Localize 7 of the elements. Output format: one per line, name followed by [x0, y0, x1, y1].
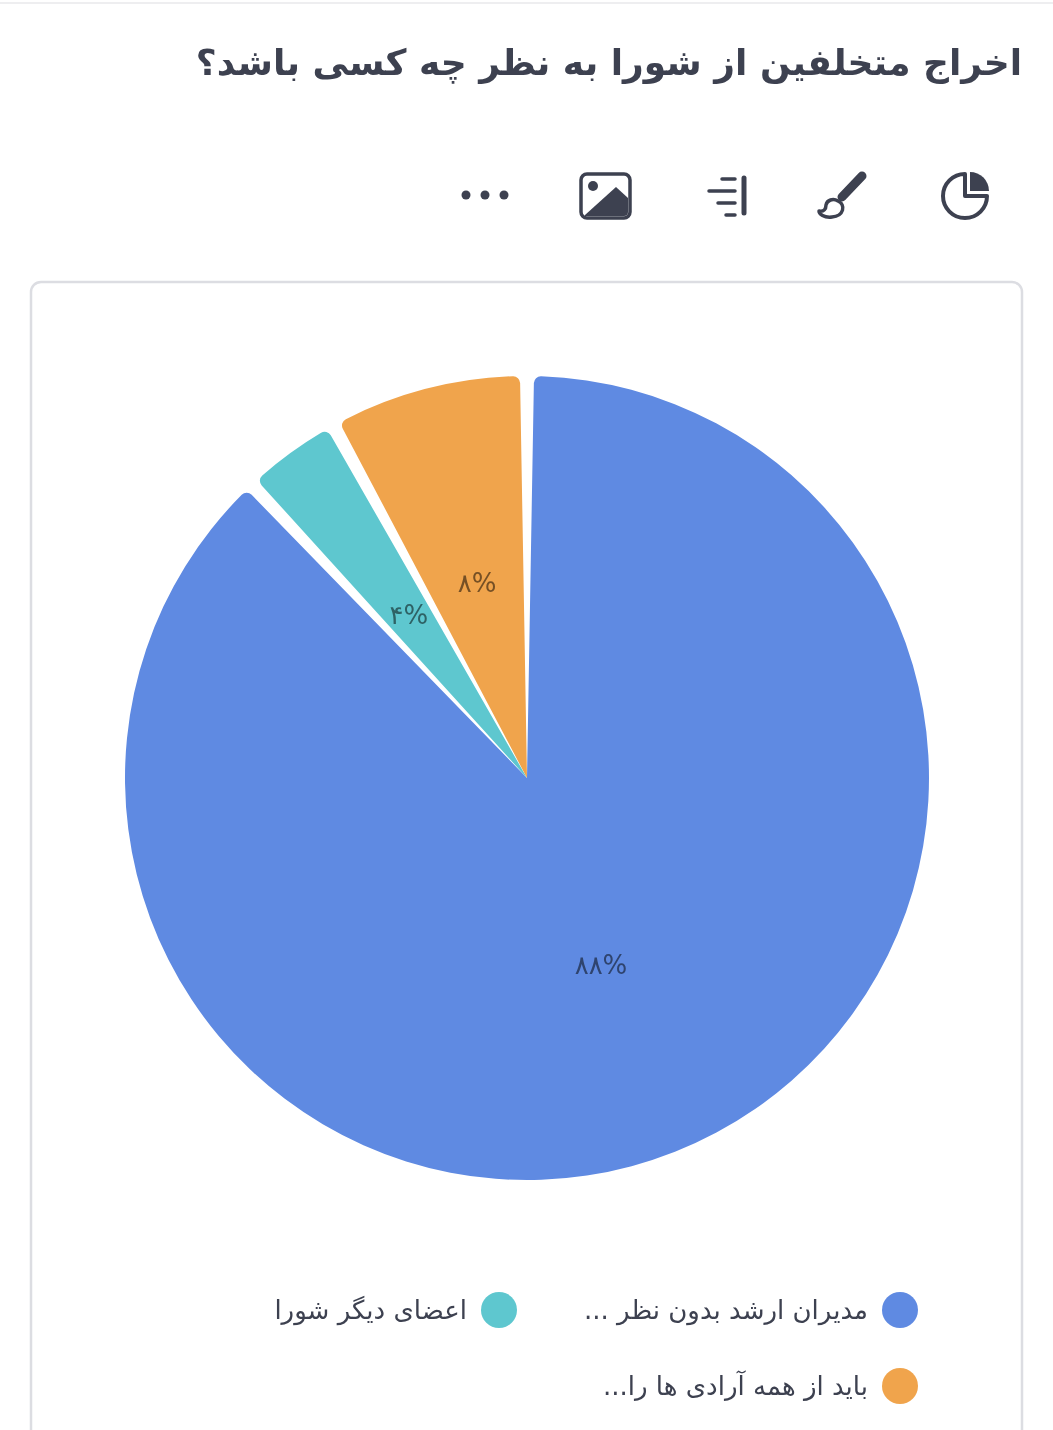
data-label: ۸۸% — [574, 949, 628, 980]
legend-label: اعضای دیگر شورا — [274, 1295, 467, 1326]
chart-title: اخراج متخلفین از شورا به نظر چه کسی باشد؟ — [195, 41, 1022, 84]
legend-label: مدیران ارشد بدون نظر ... — [584, 1295, 868, 1326]
data-label: ۴% — [389, 600, 429, 631]
data-label: ۸% — [457, 568, 497, 599]
legend-label: باید از همه آرادی ها را... — [603, 1370, 868, 1401]
